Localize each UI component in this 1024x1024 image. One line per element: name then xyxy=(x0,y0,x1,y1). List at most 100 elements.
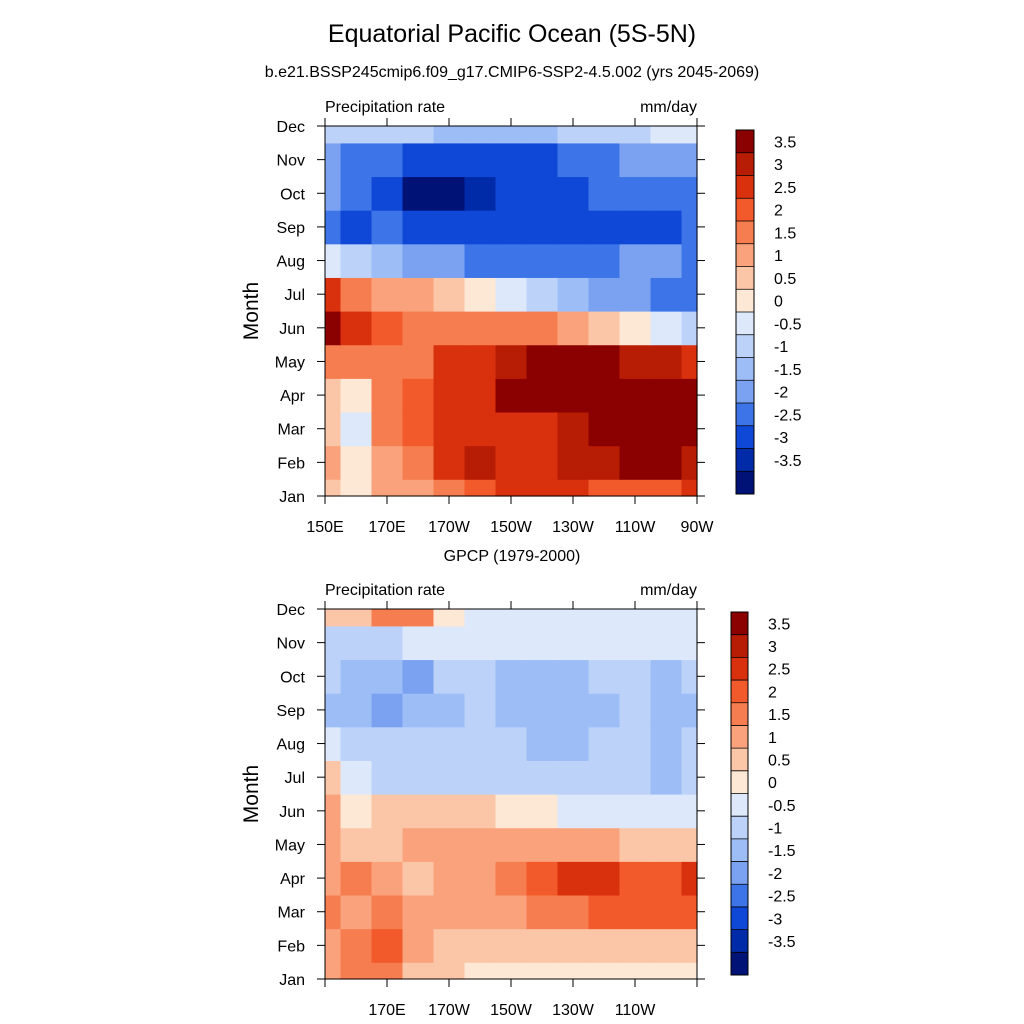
heatmap-cell xyxy=(433,411,466,447)
heatmap-cell xyxy=(340,962,373,980)
heatmap-cell xyxy=(325,311,342,346)
heatmap-cell xyxy=(340,243,373,278)
heatmap-cell xyxy=(402,928,435,963)
heatmap-cell xyxy=(526,411,559,447)
colorbar-segment xyxy=(731,793,748,817)
heatmap-cell xyxy=(588,894,621,930)
heatmap-cell xyxy=(526,609,559,627)
heatmap-cell xyxy=(371,794,404,829)
y-tick-label: Sep xyxy=(277,220,306,237)
heatmap-cell xyxy=(464,210,497,245)
heatmap-cell xyxy=(681,693,698,728)
heatmap-cell xyxy=(650,760,683,795)
colorbar-segment xyxy=(736,403,754,427)
heatmap-cell xyxy=(526,894,559,930)
heatmap-cell xyxy=(588,962,621,980)
heatmap-cell xyxy=(325,794,342,829)
heatmap-cell xyxy=(325,277,342,312)
heatmap-cell xyxy=(588,344,621,379)
y-tick-label: Jun xyxy=(279,321,305,338)
y-tick-label: Jul xyxy=(285,770,305,787)
heatmap-cell xyxy=(681,210,698,245)
heatmap-cell xyxy=(557,760,590,795)
heatmap-cell xyxy=(371,210,404,245)
heatmap-cell xyxy=(325,861,342,896)
heatmap-cell xyxy=(526,277,559,312)
heatmap-cell xyxy=(433,827,466,862)
heatmap-cell xyxy=(650,378,683,413)
heatmap-cell xyxy=(495,659,528,694)
heatmap-cell xyxy=(325,479,342,497)
heatmap-cell xyxy=(619,861,652,896)
heatmap-cell xyxy=(681,760,698,795)
heatmap-cell xyxy=(325,126,342,144)
heatmap-cell xyxy=(681,962,698,980)
heatmap-cell xyxy=(650,962,683,980)
colorbar-segment xyxy=(736,425,754,449)
heatmap-cell xyxy=(340,311,373,346)
heatmap-cell xyxy=(526,760,559,795)
heatmap-cell xyxy=(433,378,466,413)
heatmap-cell xyxy=(371,311,404,346)
colorbar-label: -2 xyxy=(768,866,782,883)
heatmap-cell xyxy=(340,894,373,930)
heatmap-cell xyxy=(557,827,590,862)
colorbar-segment xyxy=(736,448,754,472)
y-axis-label: Month xyxy=(240,765,263,823)
heatmap-cell xyxy=(557,344,590,379)
heatmap-cell xyxy=(433,479,466,497)
colorbar-label: 0.5 xyxy=(774,271,796,288)
colorbar-segment xyxy=(731,952,748,976)
colorbar-segment xyxy=(736,266,754,290)
colorbar-segment xyxy=(731,725,748,749)
y-tick-label: Nov xyxy=(277,153,305,170)
heatmap-cell xyxy=(588,861,621,896)
heatmap-cell xyxy=(526,479,559,497)
y-tick-label: Mar xyxy=(277,905,305,922)
heatmap-cell xyxy=(526,445,559,480)
heatmap-cell xyxy=(325,142,342,178)
heatmap-cell xyxy=(340,411,373,447)
heatmap-cell xyxy=(464,277,497,312)
heatmap-cell xyxy=(325,928,342,963)
heatmap-cell xyxy=(681,142,698,178)
heatmap-cell xyxy=(325,243,342,278)
colorbar-label: -3 xyxy=(768,911,782,928)
heatmap-cell xyxy=(371,344,404,379)
heatmap-cell xyxy=(557,311,590,346)
heatmap-cell xyxy=(557,142,590,178)
heatmap-cell xyxy=(340,445,373,480)
heatmap-cell xyxy=(495,277,528,312)
colorbar-segment xyxy=(731,634,748,658)
x-tick-label: 170E xyxy=(368,519,405,536)
heatmap-cell xyxy=(433,142,466,178)
colorbar-segment xyxy=(731,702,748,726)
heatmap-cell xyxy=(402,378,435,413)
heatmap-cell xyxy=(371,445,404,480)
colorbar-label: -1 xyxy=(774,339,788,356)
heatmap-cell xyxy=(402,344,435,379)
heatmap-cell xyxy=(402,861,435,896)
colorbar-label: -2 xyxy=(774,385,788,402)
heatmap-cell xyxy=(681,378,698,413)
heatmap-cell xyxy=(340,760,373,795)
heatmap-cell xyxy=(371,693,404,728)
colorbar-label: -2.5 xyxy=(774,407,802,424)
heatmap-cell xyxy=(402,693,435,728)
heatmap-cell xyxy=(650,126,683,144)
heatmap-cell xyxy=(495,411,528,447)
colorbar-label: 3.5 xyxy=(768,616,790,633)
heatmap-cell xyxy=(340,378,373,413)
heatmap-cell xyxy=(557,928,590,963)
heatmap-cell xyxy=(619,760,652,795)
heatmap-cell xyxy=(402,726,435,761)
heatmap-cell xyxy=(526,243,559,278)
heatmap-cell xyxy=(340,861,373,896)
heatmap-cell xyxy=(650,928,683,963)
heatmap-cell xyxy=(495,479,528,497)
left-string: Precipitation rate xyxy=(325,99,445,116)
x-tick-label: 110W xyxy=(615,1002,657,1019)
heatmap-cell xyxy=(402,659,435,694)
heatmap-cell xyxy=(526,962,559,980)
heatmap-cell xyxy=(650,479,683,497)
